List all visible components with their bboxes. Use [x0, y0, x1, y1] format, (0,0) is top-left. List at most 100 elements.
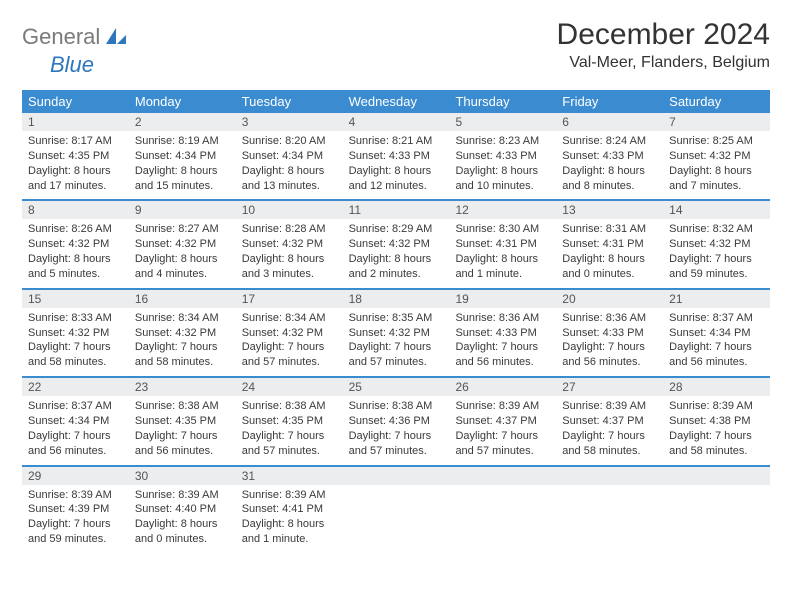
- daylight-text: Daylight: 7 hours and 59 minutes.: [669, 252, 764, 282]
- daylight-text: Daylight: 8 hours and 1 minute.: [242, 517, 337, 547]
- date-number: 24: [236, 378, 343, 396]
- calendar-cell: 7Sunrise: 8:25 AMSunset: 4:32 PMDaylight…: [663, 113, 770, 199]
- daylight-text: Daylight: 7 hours and 58 minutes.: [28, 340, 123, 370]
- sunset-text: Sunset: 4:32 PM: [28, 237, 123, 252]
- sunset-text: Sunset: 4:33 PM: [349, 149, 444, 164]
- sunset-text: Sunset: 4:34 PM: [135, 149, 230, 164]
- day-info: Sunrise: 8:39 AMSunset: 4:41 PMDaylight:…: [236, 485, 343, 553]
- sunrise-text: Sunrise: 8:34 AM: [242, 311, 337, 326]
- daylight-text: Daylight: 7 hours and 57 minutes.: [242, 340, 337, 370]
- calendar-cell: 29Sunrise: 8:39 AMSunset: 4:39 PMDayligh…: [22, 467, 129, 553]
- day-info: Sunrise: 8:19 AMSunset: 4:34 PMDaylight:…: [129, 131, 236, 199]
- date-number: 5: [449, 113, 556, 131]
- sunset-text: Sunset: 4:33 PM: [562, 326, 657, 341]
- weeks-container: 1Sunrise: 8:17 AMSunset: 4:35 PMDaylight…: [22, 113, 770, 553]
- sunset-text: Sunset: 4:32 PM: [349, 237, 444, 252]
- date-number: [343, 467, 450, 485]
- date-number: 2: [129, 113, 236, 131]
- sunset-text: Sunset: 4:37 PM: [455, 414, 550, 429]
- day-info: Sunrise: 8:35 AMSunset: 4:32 PMDaylight:…: [343, 308, 450, 376]
- daylight-text: Daylight: 8 hours and 2 minutes.: [349, 252, 444, 282]
- sunrise-text: Sunrise: 8:29 AM: [349, 222, 444, 237]
- daylight-text: Daylight: 7 hours and 56 minutes.: [562, 340, 657, 370]
- sunrise-text: Sunrise: 8:38 AM: [135, 399, 230, 414]
- day-info: Sunrise: 8:29 AMSunset: 4:32 PMDaylight:…: [343, 219, 450, 287]
- day-header-saturday: Saturday: [663, 90, 770, 113]
- date-number: 20: [556, 290, 663, 308]
- sunset-text: Sunset: 4:32 PM: [28, 326, 123, 341]
- calendar-cell: 9Sunrise: 8:27 AMSunset: 4:32 PMDaylight…: [129, 201, 236, 287]
- daylight-text: Daylight: 8 hours and 13 minutes.: [242, 164, 337, 194]
- sunset-text: Sunset: 4:32 PM: [242, 237, 337, 252]
- daylight-text: Daylight: 8 hours and 12 minutes.: [349, 164, 444, 194]
- date-number: 31: [236, 467, 343, 485]
- day-info: Sunrise: 8:21 AMSunset: 4:33 PMDaylight:…: [343, 131, 450, 199]
- sunrise-text: Sunrise: 8:26 AM: [28, 222, 123, 237]
- sunset-text: Sunset: 4:32 PM: [669, 237, 764, 252]
- daylight-text: Daylight: 7 hours and 56 minutes.: [669, 340, 764, 370]
- day-info: Sunrise: 8:34 AMSunset: 4:32 PMDaylight:…: [236, 308, 343, 376]
- page-title: December 2024: [557, 18, 770, 52]
- daylight-text: Daylight: 7 hours and 58 minutes.: [562, 429, 657, 459]
- day-info: [663, 485, 770, 541]
- date-number: 9: [129, 201, 236, 219]
- sunrise-text: Sunrise: 8:20 AM: [242, 134, 337, 149]
- calendar-cell: 3Sunrise: 8:20 AMSunset: 4:34 PMDaylight…: [236, 113, 343, 199]
- sunset-text: Sunset: 4:33 PM: [455, 326, 550, 341]
- sunrise-text: Sunrise: 8:39 AM: [242, 488, 337, 503]
- date-number: 22: [22, 378, 129, 396]
- sunset-text: Sunset: 4:32 PM: [669, 149, 764, 164]
- calendar-cell: [449, 467, 556, 553]
- daylight-text: Daylight: 8 hours and 10 minutes.: [455, 164, 550, 194]
- calendar-cell: [663, 467, 770, 553]
- sunrise-text: Sunrise: 8:32 AM: [669, 222, 764, 237]
- date-number: 23: [129, 378, 236, 396]
- calendar-cell: 1Sunrise: 8:17 AMSunset: 4:35 PMDaylight…: [22, 113, 129, 199]
- day-info: Sunrise: 8:39 AMSunset: 4:37 PMDaylight:…: [556, 396, 663, 464]
- sunset-text: Sunset: 4:32 PM: [135, 237, 230, 252]
- day-info: Sunrise: 8:26 AMSunset: 4:32 PMDaylight:…: [22, 219, 129, 287]
- day-info: [449, 485, 556, 541]
- logo-word-general: General: [22, 24, 100, 50]
- sunset-text: Sunset: 4:32 PM: [135, 326, 230, 341]
- daylight-text: Daylight: 7 hours and 56 minutes.: [455, 340, 550, 370]
- sunrise-text: Sunrise: 8:23 AM: [455, 134, 550, 149]
- daylight-text: Daylight: 8 hours and 17 minutes.: [28, 164, 123, 194]
- date-number: 29: [22, 467, 129, 485]
- date-number: 7: [663, 113, 770, 131]
- day-header-wednesday: Wednesday: [343, 90, 450, 113]
- day-info: Sunrise: 8:36 AMSunset: 4:33 PMDaylight:…: [449, 308, 556, 376]
- week-row: 29Sunrise: 8:39 AMSunset: 4:39 PMDayligh…: [22, 465, 770, 553]
- date-number: 16: [129, 290, 236, 308]
- sunset-text: Sunset: 4:31 PM: [455, 237, 550, 252]
- calendar-cell: 25Sunrise: 8:38 AMSunset: 4:36 PMDayligh…: [343, 378, 450, 464]
- date-number: [556, 467, 663, 485]
- date-number: 18: [343, 290, 450, 308]
- calendar-cell: [556, 467, 663, 553]
- week-row: 22Sunrise: 8:37 AMSunset: 4:34 PMDayligh…: [22, 376, 770, 464]
- day-info: Sunrise: 8:31 AMSunset: 4:31 PMDaylight:…: [556, 219, 663, 287]
- sunrise-text: Sunrise: 8:31 AM: [562, 222, 657, 237]
- sunset-text: Sunset: 4:31 PM: [562, 237, 657, 252]
- sunrise-text: Sunrise: 8:33 AM: [28, 311, 123, 326]
- day-info: [556, 485, 663, 541]
- calendar-cell: 30Sunrise: 8:39 AMSunset: 4:40 PMDayligh…: [129, 467, 236, 553]
- calendar-cell: 12Sunrise: 8:30 AMSunset: 4:31 PMDayligh…: [449, 201, 556, 287]
- calendar: Sunday Monday Tuesday Wednesday Thursday…: [22, 90, 770, 553]
- week-row: 15Sunrise: 8:33 AMSunset: 4:32 PMDayligh…: [22, 288, 770, 376]
- calendar-cell: 19Sunrise: 8:36 AMSunset: 4:33 PMDayligh…: [449, 290, 556, 376]
- sunrise-text: Sunrise: 8:36 AM: [562, 311, 657, 326]
- sunrise-text: Sunrise: 8:30 AM: [455, 222, 550, 237]
- sunset-text: Sunset: 4:41 PM: [242, 502, 337, 517]
- day-header-friday: Friday: [556, 90, 663, 113]
- daylight-text: Daylight: 7 hours and 57 minutes.: [349, 340, 444, 370]
- calendar-cell: [343, 467, 450, 553]
- sunrise-text: Sunrise: 8:34 AM: [135, 311, 230, 326]
- calendar-cell: 18Sunrise: 8:35 AMSunset: 4:32 PMDayligh…: [343, 290, 450, 376]
- sunset-text: Sunset: 4:34 PM: [669, 326, 764, 341]
- sunset-text: Sunset: 4:38 PM: [669, 414, 764, 429]
- daylight-text: Daylight: 8 hours and 5 minutes.: [28, 252, 123, 282]
- day-info: Sunrise: 8:39 AMSunset: 4:37 PMDaylight:…: [449, 396, 556, 464]
- date-number: 17: [236, 290, 343, 308]
- sunrise-text: Sunrise: 8:38 AM: [349, 399, 444, 414]
